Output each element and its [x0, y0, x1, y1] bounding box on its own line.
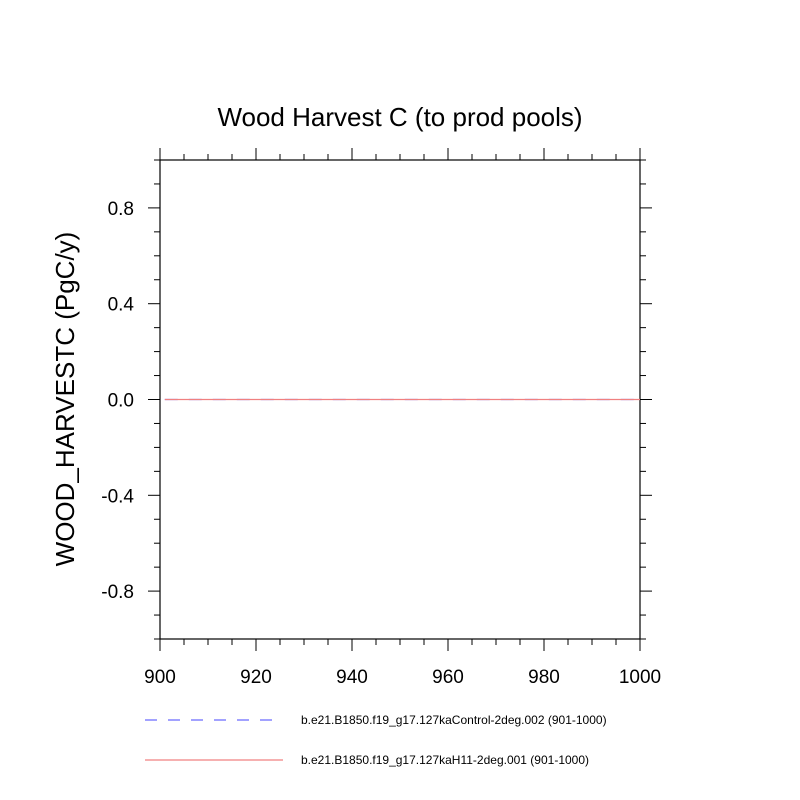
- y-tick-label: 0.4: [108, 295, 135, 316]
- x-tick-label: 1000: [619, 667, 661, 688]
- x-tick-label: 960: [432, 667, 464, 688]
- chart-title: Wood Harvest C (to prod pools): [217, 102, 582, 132]
- legend: b.e21.B1850.f19_g17.127kaControl-2deg.00…: [145, 713, 607, 767]
- legend-label-1: b.e21.B1850.f19_g17.127kaControl-2deg.00…: [301, 713, 607, 727]
- plot-area: 900 920 940 960 980 1000 -0.8 -0.4 0.0 0.4 0.8: [101, 148, 661, 688]
- x-tick-label: 920: [240, 667, 272, 688]
- y-tick-label: -0.4: [101, 486, 134, 507]
- y-tick-label: 0.0: [108, 391, 134, 412]
- x-tick-label: 980: [528, 667, 560, 688]
- x-tick-label: 940: [336, 667, 368, 688]
- y-axis-label: WOOD_HARVESTC (PgC/y): [50, 232, 80, 567]
- y-tick-label: -0.8: [101, 582, 134, 603]
- legend-label-2: b.e21.B1850.f19_g17.127kaH11-2deg.001 (9…: [301, 753, 589, 767]
- y-tick-label: 0.8: [108, 199, 134, 220]
- x-tick-label: 900: [144, 667, 176, 688]
